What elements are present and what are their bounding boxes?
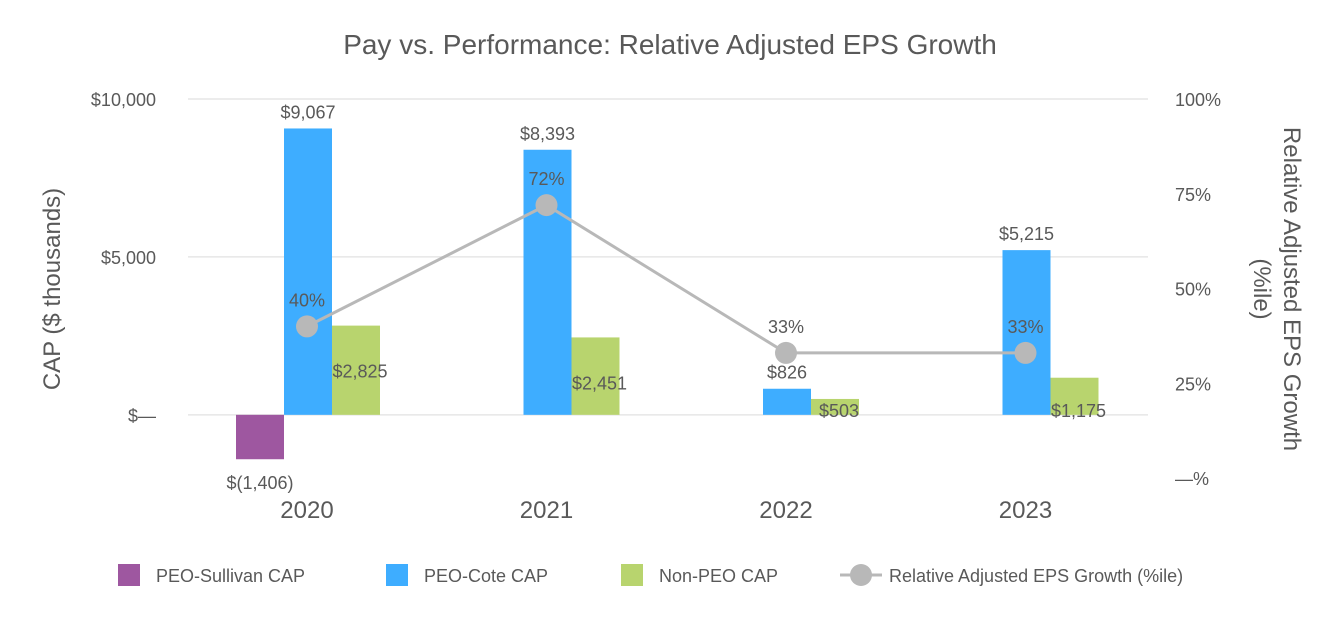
y2-tick-label: 50% xyxy=(1175,280,1211,300)
y2-tick-label: 25% xyxy=(1175,374,1211,394)
chart-title: Pay vs. Performance: Relative Adjusted E… xyxy=(343,29,997,60)
bar-non-peo-cap-2020 xyxy=(332,325,380,415)
bar-non-peo-cap-2021 xyxy=(571,337,620,415)
x-tick-label: 2023 xyxy=(999,497,1052,524)
y2-tick-label: 100% xyxy=(1175,90,1221,110)
data-label: $503 xyxy=(819,401,859,421)
x-tick-label: 2020 xyxy=(280,497,333,524)
y2-axis-label-line1: Relative Adjusted EPS Growth xyxy=(1278,127,1305,451)
eps-growth-point-2020 xyxy=(296,315,318,338)
legend-label: PEO-Cote CAP xyxy=(424,566,548,586)
legend-label: Relative Adjusted EPS Growth (%ile) xyxy=(889,566,1183,586)
line-data-label: 40% xyxy=(289,290,325,310)
y-tick-label: $— xyxy=(128,406,156,426)
bar-non-peo-cap-2022 xyxy=(811,398,859,415)
legend-item: Non-PEO CAP xyxy=(621,564,778,586)
legend-swatch xyxy=(621,564,643,586)
bar-peo-cote-cap-2022 xyxy=(763,388,811,415)
eps-growth-point-2023 xyxy=(1014,341,1037,364)
line-data-label: 72% xyxy=(528,169,564,189)
legend-label: Non-PEO CAP xyxy=(659,566,778,586)
bar-peo-cote-cap-2021 xyxy=(523,149,572,415)
data-label: $826 xyxy=(767,363,807,383)
y2-tick-label: 75% xyxy=(1175,185,1211,205)
data-label: $2,825 xyxy=(332,362,387,382)
y-tick-label: $10,000 xyxy=(91,90,156,110)
legend: PEO-Sullivan CAP PEO-Cote CAP Non-PEO CAP R… xyxy=(118,564,1183,586)
x-tick-label: 2021 xyxy=(520,497,573,524)
x-tick-label: 2022 xyxy=(759,497,812,524)
eps-growth-line xyxy=(306,203,1026,355)
bar-non-peo-cap-2023 xyxy=(1050,377,1099,415)
y-tick-label: $5,000 xyxy=(101,248,156,268)
y2-axis-label-line2: (%ile) xyxy=(1248,258,1275,319)
y-axis-label: CAP ($ thousands) xyxy=(39,188,66,390)
legend-swatch xyxy=(118,564,140,586)
data-label: $9,067 xyxy=(280,102,335,122)
bar-peo-cote-cap-2023 xyxy=(1002,250,1051,415)
legend-item: PEO-Cote CAP xyxy=(386,564,548,586)
bar-peo-cote-cap-2020 xyxy=(284,128,332,415)
line-data-label: 33% xyxy=(1007,317,1043,337)
y2-tick-label: —% xyxy=(1175,469,1209,489)
legend-item: Relative Adjusted EPS Growth (%ile) xyxy=(840,564,1183,586)
data-label: $1,175 xyxy=(1051,401,1106,421)
legend-item: PEO-Sullivan CAP xyxy=(118,564,305,586)
eps-growth-point-2021 xyxy=(535,194,558,217)
data-label: $(1,406) xyxy=(226,473,293,493)
legend-marker xyxy=(850,564,872,586)
data-label: $8,393 xyxy=(520,124,575,144)
legend-label: PEO-Sullivan CAP xyxy=(156,566,305,586)
bar-peo-sullivan-cap-2020 xyxy=(236,414,284,460)
data-label: $2,451 xyxy=(572,373,627,393)
eps-growth-point-2022 xyxy=(775,341,797,364)
line-data-label: 33% xyxy=(768,317,804,337)
data-label: $5,215 xyxy=(999,224,1054,244)
legend-swatch xyxy=(386,564,408,586)
